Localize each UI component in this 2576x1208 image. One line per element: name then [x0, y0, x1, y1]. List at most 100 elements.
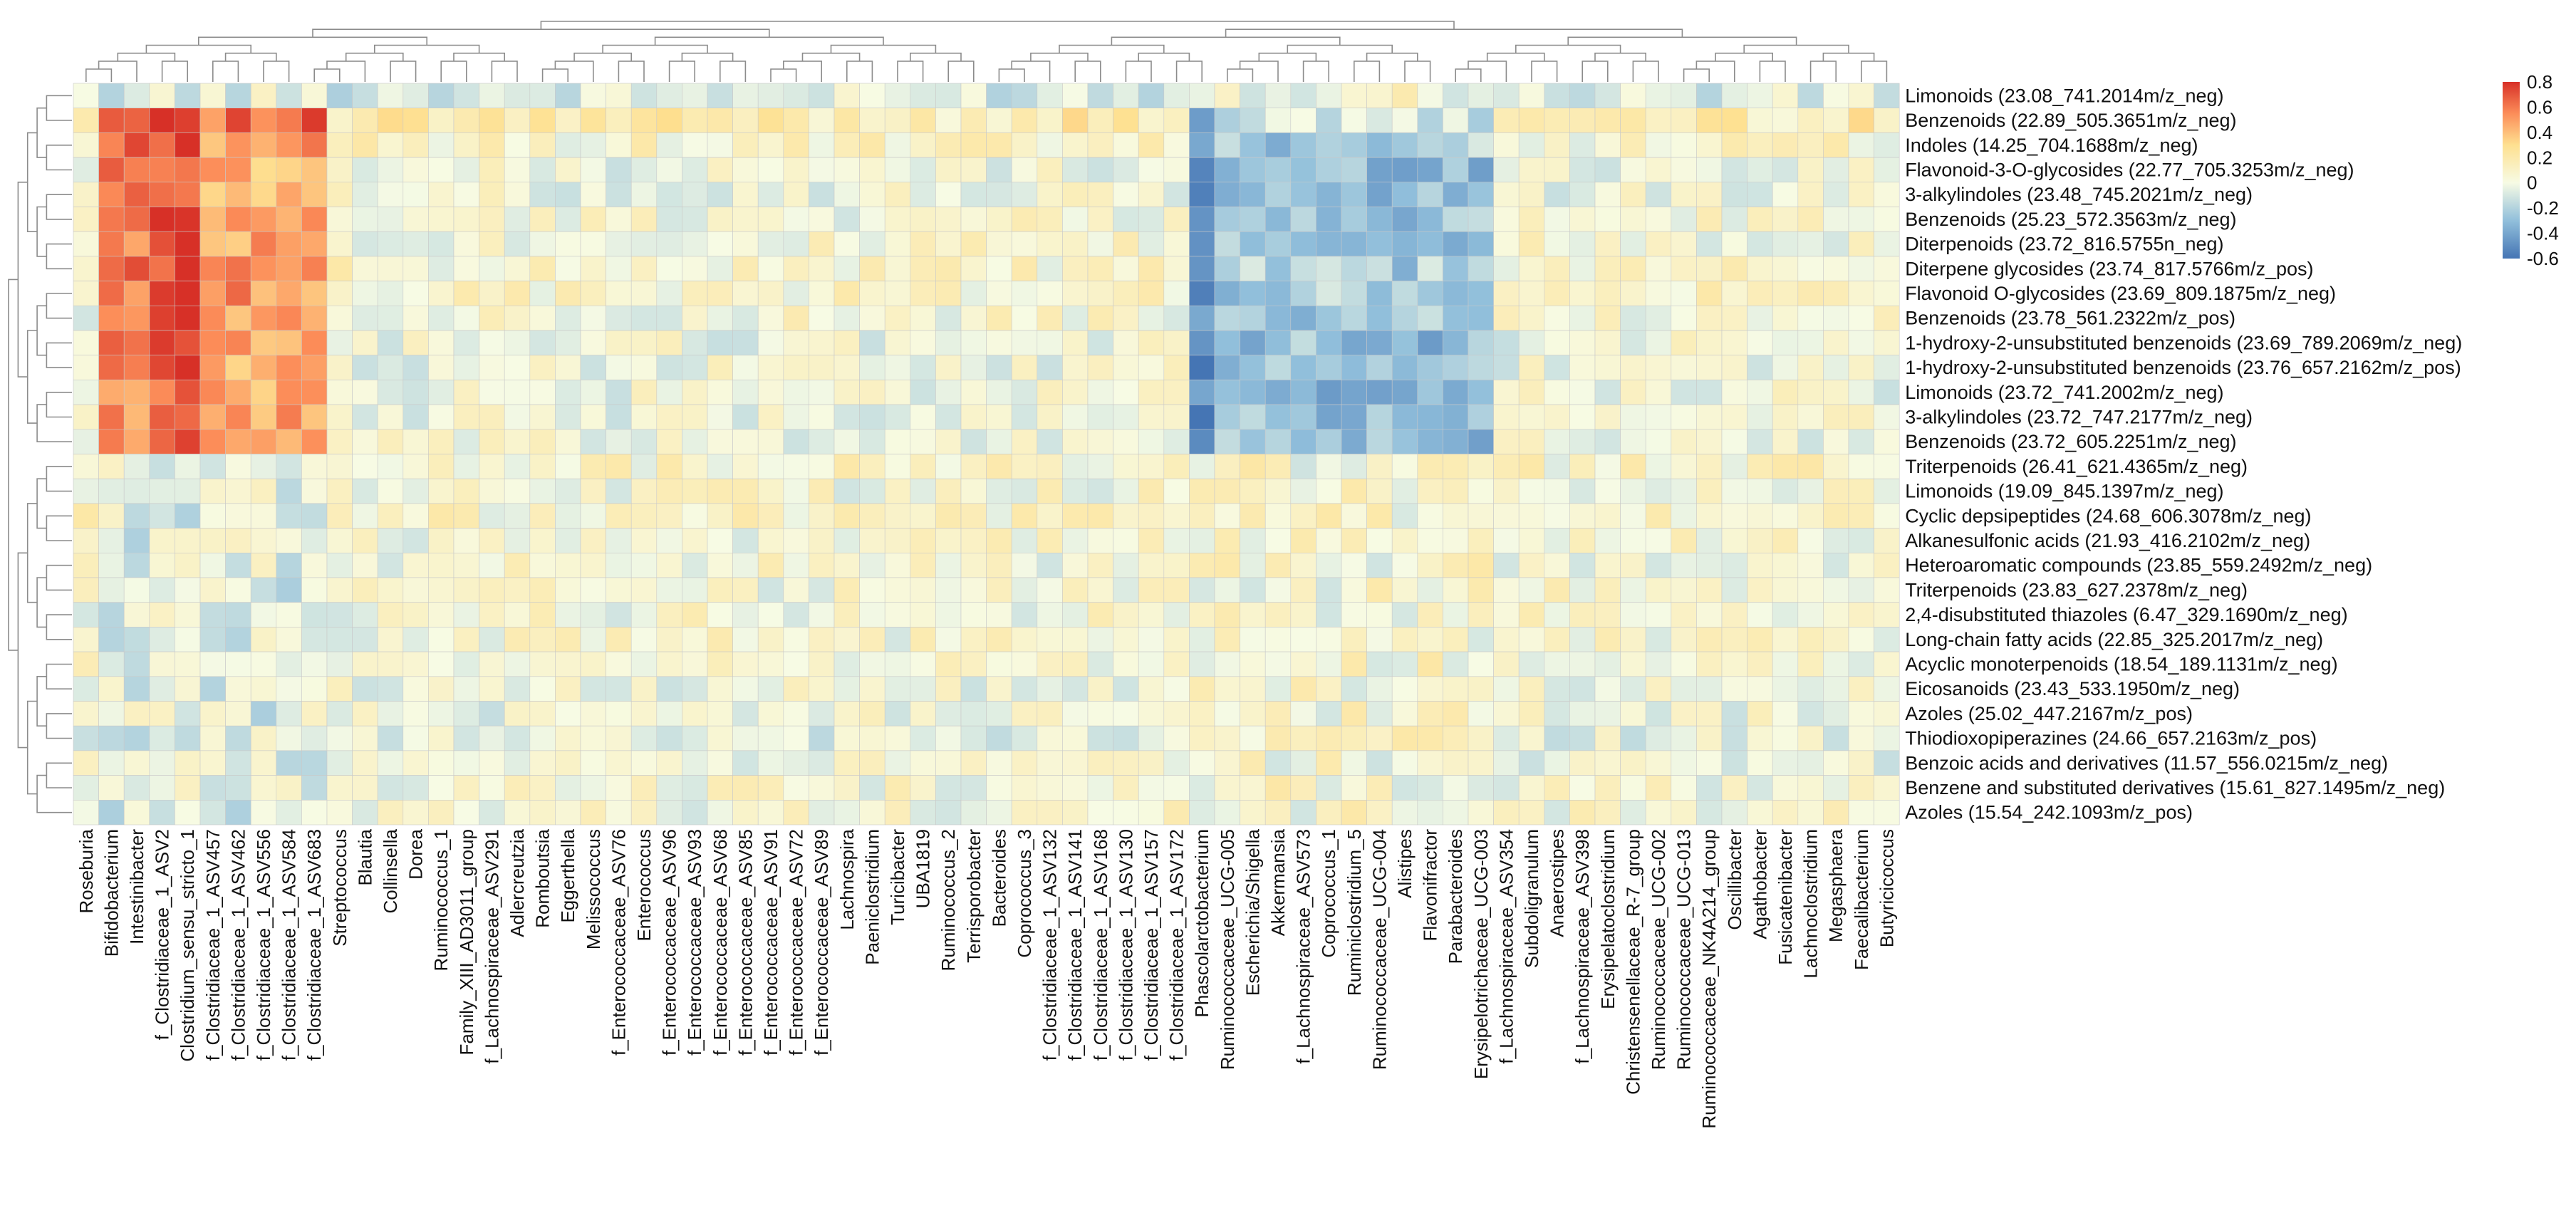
heatmap-cell: [1391, 676, 1418, 702]
heatmap-cell: [326, 627, 353, 652]
heatmap-cell: [910, 207, 936, 232]
heatmap-cell: [1620, 182, 1646, 207]
heatmap-cell: [1874, 800, 1900, 826]
heatmap-cell: [1468, 305, 1494, 331]
row-dendrogram: [8, 95, 72, 813]
column-dendrogram-branch: [540, 21, 1455, 30]
heatmap-cell: [377, 800, 404, 826]
heatmap-cell: [1493, 207, 1520, 232]
heatmap-cell: [1366, 380, 1393, 405]
heatmap-cell: [1138, 108, 1165, 133]
heatmap-cell: [1341, 305, 1367, 331]
heatmap-cell: [986, 577, 1012, 603]
heatmap-cell: [1138, 330, 1165, 356]
heatmap-cell: [555, 775, 581, 801]
column-dendrogram-branch: [161, 61, 188, 82]
heatmap-cell: [1391, 750, 1418, 776]
heatmap-cell: [1518, 256, 1545, 281]
heatmap-cell: [276, 676, 302, 702]
heatmap-cell: [732, 231, 759, 257]
heatmap-cell: [149, 552, 175, 578]
heatmap-cell: [453, 775, 479, 801]
heatmap-cell: [935, 256, 962, 281]
heatmap-cell: [98, 577, 125, 603]
heatmap-cell: [580, 281, 606, 306]
heatmap-cell: [326, 775, 353, 801]
heatmap-cell: [1468, 775, 1494, 801]
column-label: f_Enterococcaceae_ASV93: [684, 829, 705, 1056]
heatmap-cell: [453, 281, 479, 306]
heatmap-cell: [352, 725, 378, 751]
heatmap-cell: [1240, 355, 1266, 380]
heatmap-cell: [225, 256, 251, 281]
heatmap-cell: [1316, 132, 1342, 158]
heatmap-cell: [1011, 380, 1038, 405]
heatmap-cell: [1214, 750, 1240, 776]
heatmap-cell: [377, 132, 404, 158]
heatmap-cell: [73, 132, 99, 158]
heatmap-cell: [428, 231, 455, 257]
heatmap-cell: [1696, 454, 1723, 479]
heatmap-cell: [1823, 701, 1849, 727]
heatmap-cell: [479, 380, 505, 405]
heatmap-cell: [555, 602, 581, 628]
heatmap-cell: [1594, 207, 1621, 232]
heatmap-cell: [986, 330, 1012, 356]
heatmap-cell: [1443, 157, 1469, 183]
heatmap-cell: [1062, 775, 1089, 801]
heatmap-cell: [1797, 108, 1824, 133]
column-label: Christensenellaceae_R-7_group: [1622, 829, 1643, 1095]
heatmap-cell: [1417, 775, 1443, 801]
heatmap-cell: [960, 256, 987, 281]
heatmap-cell: [301, 355, 328, 380]
heatmap-cell: [656, 380, 682, 405]
heatmap-cell: [1189, 182, 1215, 207]
heatmap-cell: [1696, 305, 1723, 331]
heatmap-cell: [1011, 701, 1038, 727]
row-dendrogram-branch: [36, 577, 47, 628]
heatmap-cell: [1544, 182, 1570, 207]
heatmap-cell: [884, 651, 911, 677]
heatmap-cell: [783, 528, 809, 553]
heatmap-cell: [1189, 775, 1215, 801]
heatmap-cell: [504, 651, 531, 677]
heatmap-cell: [935, 775, 962, 801]
heatmap-cell: [1594, 429, 1621, 454]
column-dendrogram-branch: [374, 44, 480, 53]
heatmap-cell: [225, 602, 251, 628]
heatmap-cell: [1874, 552, 1900, 578]
heatmap-cell: [1848, 83, 1874, 109]
column-label: Family_XIII_AD3011_group: [456, 829, 477, 1055]
heatmap-cell: [630, 207, 658, 232]
heatmap-cell: [529, 676, 556, 702]
heatmap-cell: [453, 503, 479, 528]
column-dendrogram-branch: [541, 68, 568, 82]
column-dendrogram-branch: [1861, 61, 1888, 82]
heatmap-cell: [504, 528, 531, 553]
heatmap-cell: [1341, 627, 1367, 652]
heatmap-cell: [1087, 207, 1113, 232]
heatmap-cell: [1391, 132, 1418, 158]
heatmap-cell: [1163, 528, 1190, 553]
heatmap-cell: [682, 503, 708, 528]
heatmap-cell: [960, 132, 987, 158]
heatmap-cell: [1062, 404, 1089, 430]
heatmap-cell: [529, 528, 556, 553]
heatmap-cell: [1594, 651, 1621, 677]
heatmap-cell: [1316, 577, 1342, 603]
heatmap-cell: [656, 281, 682, 306]
heatmap-cell: [1240, 182, 1266, 207]
heatmap-cell: [1797, 355, 1824, 380]
heatmap-cell: [1772, 478, 1799, 504]
heatmap-cell: [73, 182, 99, 207]
heatmap-cell: [453, 552, 479, 578]
heatmap-cell: [1569, 627, 1596, 652]
heatmap-cell: [783, 330, 809, 356]
heatmap-cell: [986, 281, 1012, 306]
heatmap-cell: [428, 83, 455, 109]
heatmap-cell: [149, 330, 175, 356]
heatmap-cell: [1747, 602, 1773, 628]
heatmap-cell: [1037, 750, 1063, 776]
heatmap-cell: [1671, 800, 1697, 826]
column-label: Parabacteroides: [1445, 829, 1466, 964]
